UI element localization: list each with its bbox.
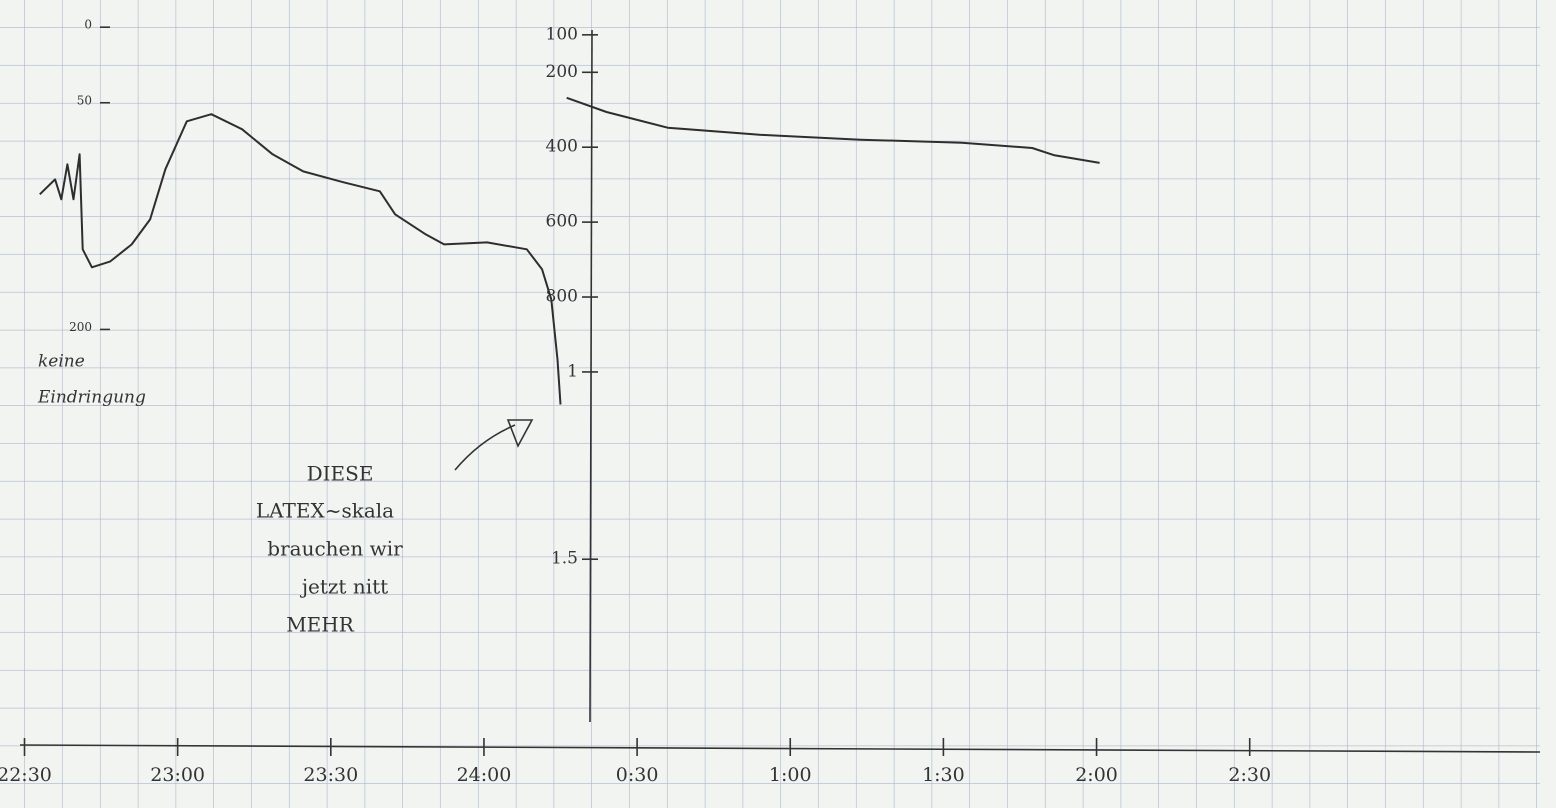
annotation: jetzt nitt [300,575,388,599]
y-tick-label: 0 [84,18,92,32]
x-tick-label: 0:30 [616,764,659,786]
x-tick-label: 24:00 [457,764,512,786]
x-axis [19,744,1541,753]
y2-tick-label: 1.5 [551,549,578,569]
x-tick-label: 1:00 [769,764,812,786]
annotation: brauchen wir [267,537,403,561]
y2-tick-label: 1 [567,361,578,381]
y2-axis [589,29,593,723]
annotation: keine [38,352,85,372]
x-tick-label: 1:30 [922,764,965,786]
data-line [566,96,1100,164]
arrow-head [506,419,534,448]
x-tick-label: 2:30 [1228,764,1271,786]
x-tick-label: 2:00 [1075,764,1118,786]
data-line [39,113,562,405]
annotation: MEHR [286,613,355,637]
y2-tick-label: 800 [546,287,578,307]
x-tick-label: 23:00 [150,764,205,786]
y-tick-label: 50 [77,93,92,107]
y2-tick-label: 100 [546,24,578,44]
x-tick-label: 22:30 [0,764,52,786]
y-tick-label: 200 [69,320,92,334]
arrow [454,424,516,471]
y2-tick-label: 600 [546,212,578,232]
y2-tick-label: 200 [546,62,578,82]
annotation: LATEX~skala [256,499,394,523]
x-tick-label: 23:30 [303,764,358,786]
annotation: Eindringung [37,388,146,408]
annotation: DIESE [307,462,374,486]
y2-tick-label: 400 [546,137,578,157]
